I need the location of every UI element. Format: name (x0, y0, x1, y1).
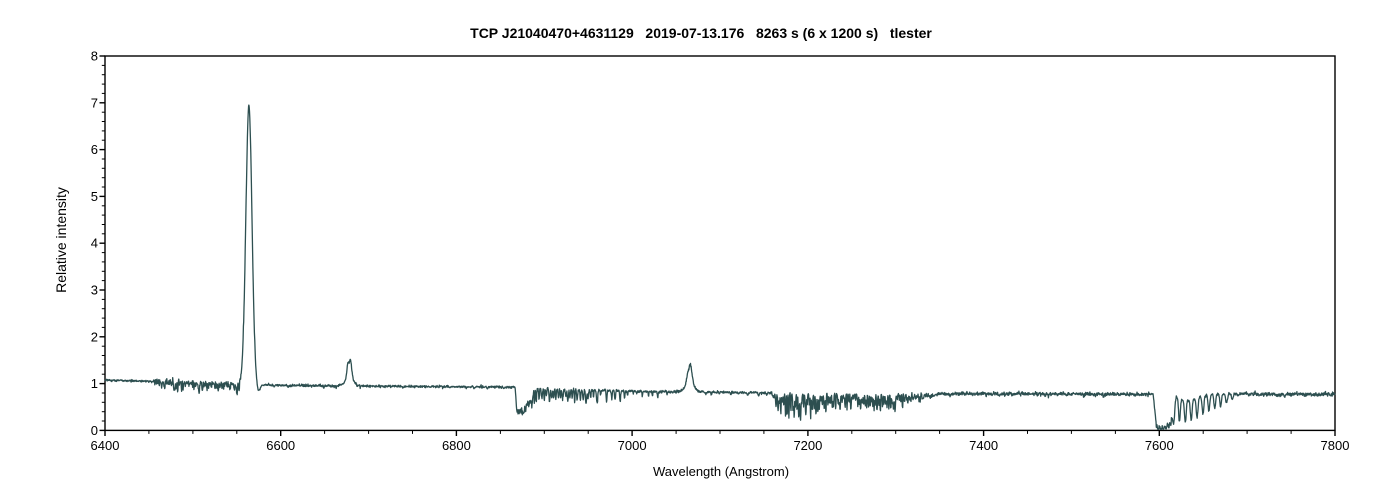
svg-text:8: 8 (91, 49, 98, 64)
svg-text:1: 1 (91, 376, 98, 391)
svg-text:6800: 6800 (442, 438, 471, 453)
svg-text:7: 7 (91, 95, 98, 110)
svg-text:7800: 7800 (1321, 438, 1350, 453)
svg-text:Wavelength (Angstrom): Wavelength (Angstrom) (653, 464, 789, 479)
svg-text:7600: 7600 (1145, 438, 1174, 453)
svg-text:7000: 7000 (618, 438, 647, 453)
svg-text:6600: 6600 (266, 438, 295, 453)
svg-text:5: 5 (91, 189, 98, 204)
svg-text:4: 4 (91, 236, 98, 251)
svg-text:Relative intensity: Relative intensity (53, 187, 69, 293)
svg-text:7400: 7400 (969, 438, 998, 453)
svg-text:2: 2 (91, 329, 98, 344)
svg-text:6400: 6400 (91, 438, 120, 453)
svg-text:0: 0 (91, 423, 98, 438)
svg-text:6: 6 (91, 142, 98, 157)
svg-text:7200: 7200 (793, 438, 822, 453)
svg-text:TCP J21040470+4631129 2019-0: TCP J21040470+4631129 2019-07-13.176 826… (470, 25, 932, 41)
svg-text:3: 3 (91, 283, 98, 298)
